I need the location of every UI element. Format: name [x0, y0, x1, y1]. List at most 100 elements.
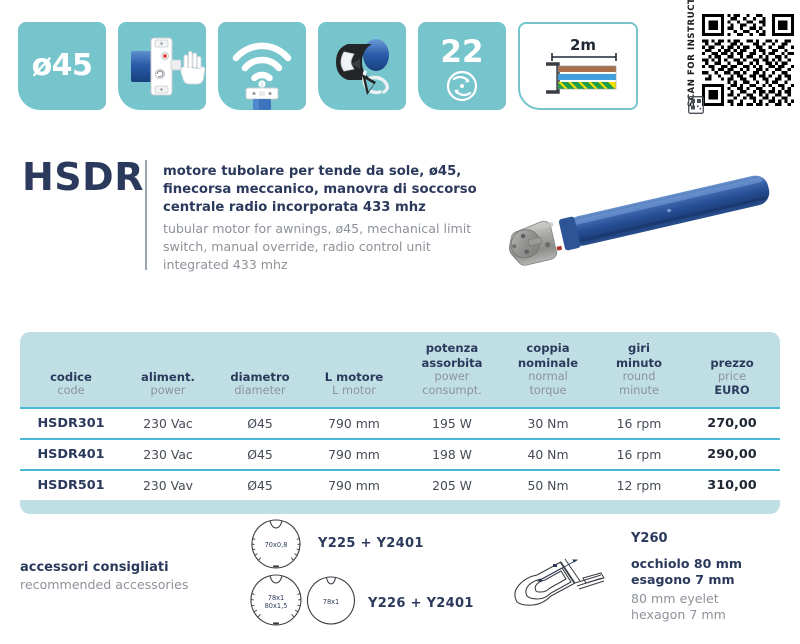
accessory-code-row1: Y225 + Y2401 — [318, 536, 424, 551]
qr-scan-phone-icon — [688, 96, 704, 114]
col-en-6: round — [622, 370, 656, 384]
col-en2-6: minute — [619, 384, 659, 398]
title-divider — [145, 160, 147, 270]
wheel-size-label: 70x0,8 — [265, 541, 288, 549]
cable-length-label: 2m — [570, 36, 596, 54]
col-en-1: power — [150, 384, 186, 398]
motor-crank-override-icon — [336, 39, 389, 95]
cell-diameter: Ø45 — [214, 406, 306, 439]
motor-hand-manual-override-icon — [131, 37, 206, 96]
cell-rpm: 16 rpm — [594, 437, 684, 470]
cell-length: 790 mm — [306, 406, 402, 439]
table-row[interactable]: HSDR301 230 Vac Ø45 790 mm 195 W 30 Nm 1… — [20, 406, 780, 439]
cell-rpm: 16 rpm — [594, 406, 684, 439]
cell-length: 790 mm — [306, 468, 402, 500]
cell-rpm: 12 rpm — [594, 468, 684, 500]
adapter-wheel-splined-icon: 70x0,8 — [251, 519, 301, 569]
cell-torque: 40 Nm — [502, 437, 594, 470]
cell-price: 270,00 — [684, 406, 780, 439]
adapter-wheel-pair-icon: 78x1 80x1,5 78x1 — [250, 574, 355, 626]
cell-diameter: Ø45 — [214, 437, 306, 470]
column-header-l-motore: L motore L motor — [306, 332, 402, 408]
diameter-badge: ø45 — [18, 22, 106, 110]
column-header-potenza-assorbita: potenza assorbita power consumpt. — [402, 332, 502, 408]
y260-desc-en-line1: 80 mm eyelet — [631, 590, 719, 606]
y260-desc-it-line1: occhiolo 80 mm — [631, 556, 743, 571]
cell-torque: 50 Nm — [502, 468, 594, 500]
col-en-3: L motor — [332, 384, 376, 398]
table-row[interactable]: HSDR501 230 Vav Ø45 790 mm 205 W 50 Nm 1… — [20, 468, 780, 500]
column-header-coppia-nominale: coppia nominale normal torque — [502, 332, 594, 408]
col-it-0: codice — [50, 369, 92, 384]
col-it-1: aliment. — [141, 369, 195, 384]
cell-consumption: 205 W — [402, 468, 502, 500]
product-model-code: HSDR — [22, 155, 144, 199]
y260-desc-it-line2: esagono 7 mm — [631, 572, 735, 588]
cell-code: HSDR401 — [20, 437, 122, 470]
table-footer-band — [20, 499, 780, 514]
wheel-size-label-2: 80x1,5 — [265, 602, 288, 610]
diameter-badge-label: ø45 — [31, 47, 93, 83]
cell-consumption: 195 W — [402, 406, 502, 439]
cell-diameter: Ø45 — [214, 468, 306, 500]
column-header-codice: codice code — [20, 332, 122, 408]
qr-label: SCAN FOR INSTRUCTION — [687, 0, 697, 107]
crank-badge — [318, 22, 406, 110]
accessory-code-row2: Y226 + Y2401 — [368, 596, 474, 611]
col-it-3: L motore — [324, 369, 384, 384]
cell-power: 230 Vav — [122, 468, 214, 500]
product-description-en: tubular motor for awnings, ø45, mechanic… — [163, 221, 472, 272]
specification-table: codice code aliment. power diametro diam… — [20, 332, 780, 500]
column-header-aliment: aliment. power — [122, 332, 214, 408]
col-it-5: coppia nominale — [517, 341, 579, 370]
accessory-code-y260: Y260 — [631, 531, 668, 546]
wheel-size-label-3: 78x1 — [323, 598, 340, 606]
product-description-it: motore tubolare per tende da sole, ø45, … — [163, 164, 477, 216]
rotation-cycles-icon — [446, 70, 478, 102]
column-header-giri-minuto: giri minuto round minute — [594, 332, 684, 408]
cell-torque: 30 Nm — [502, 406, 594, 439]
y260-desc-en-line2: hexagon 7 mm — [631, 607, 726, 623]
col-it-4: potenza assorbita — [421, 341, 483, 370]
accessories-title-it: accessori consigliati — [20, 560, 169, 575]
table-row[interactable]: HSDR401 230 Vac Ø45 790 mm 198 W 40 Nm 1… — [20, 437, 780, 470]
col-it-2: diametro — [230, 369, 290, 384]
wheel-size-label-1: 78x1 — [268, 594, 285, 602]
eyelet-adapter-drawing-icon — [514, 558, 605, 606]
cycles-badge: 22 — [418, 22, 506, 110]
col-en-7: price — [717, 370, 747, 384]
accessories-title-en: recommended accessories — [20, 577, 189, 592]
radio-badge — [218, 22, 306, 110]
wifi-radio-receiver-icon — [232, 42, 292, 110]
cell-power: 230 Vac — [122, 437, 214, 470]
cell-length: 790 mm — [306, 437, 402, 470]
cable-badge: 2m — [518, 22, 638, 110]
y260-accessory-block: Y260 occhiolo 80 mm esagono 7 mm 80 mm e… — [631, 531, 742, 623]
adapter-wheel-splined-icon: 78x1 80x1,5 — [250, 574, 302, 626]
specification-table-wrap: codice code aliment. power diametro diam… — [20, 332, 780, 514]
tubular-motor-photo — [508, 175, 770, 266]
cell-power: 230 Vac — [122, 406, 214, 439]
col-en-4: power — [434, 370, 470, 384]
adapter-wheel-plain-icon: 78x1 — [306, 576, 355, 625]
col-it-7: prezzo — [710, 355, 754, 370]
col-en-0: code — [57, 384, 85, 398]
product-title-block: HSDR — [22, 158, 144, 196]
cell-code: HSDR501 — [20, 468, 122, 500]
y260-desc-en: 80 mm eyelet hexagon 7 mm — [631, 591, 742, 624]
col-en2-7: EURO — [714, 384, 750, 398]
cell-consumption: 198 W — [402, 437, 502, 470]
col-it-6: giri minuto — [615, 341, 663, 370]
col-en2-4: consumpt. — [422, 384, 482, 398]
col-en2-5: torque — [529, 384, 567, 398]
col-en-5: normal — [528, 370, 568, 384]
cell-price: 310,00 — [684, 468, 780, 500]
cell-price: 290,00 — [684, 437, 780, 470]
col-en-2: diameter — [234, 384, 286, 398]
feature-badge-strip: ø45 — [18, 22, 638, 110]
cable-2m-icon: 2m — [546, 36, 617, 94]
qr-block: SCAN FOR INSTRUCTION — [666, 0, 796, 118]
qr-code-image[interactable] — [702, 14, 794, 106]
y260-desc-it: occhiolo 80 mm esagono 7 mm — [631, 556, 742, 589]
